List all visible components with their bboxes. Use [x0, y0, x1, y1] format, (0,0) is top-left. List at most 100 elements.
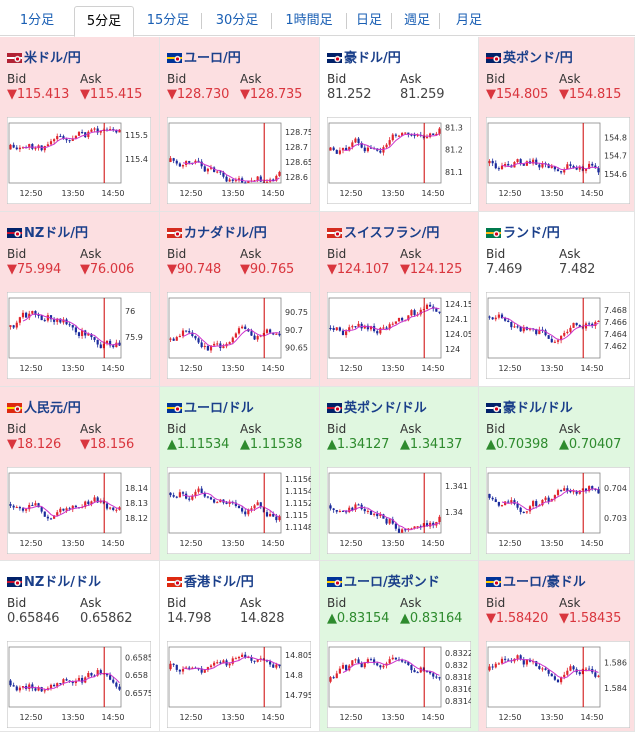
chart-container[interactable]: 90.75 90.7 90.65 12:50 13:50 14:50 — [166, 291, 312, 380]
rate-card[interactable]: ユーロ/豪ドル Bid Ask ▼1.58420 ▼1.58435 1.586 1.584 1… — [479, 561, 635, 732]
candlestick-chart[interactable]: 115.5 115.4 12:50 13:50 14:50 — [6, 116, 152, 205]
pair-title[interactable]: 英ポンド/円 — [486, 47, 573, 66]
bid-value: 14.798 — [167, 611, 211, 626]
pair-title[interactable]: 豪ドル/円 — [327, 47, 401, 66]
rate-card[interactable]: ランド/円 Bid Ask 7.469 7.482 7.468 7.466 7.464 7.46… — [479, 212, 635, 387]
rate-card[interactable]: NZドル/円 Bid Ask ▼75.994 ▼76.006 76 75.9 12:50 13:… — [0, 212, 160, 387]
candle-body — [275, 664, 278, 668]
pair-title[interactable]: 豪ドル/ドル — [486, 397, 573, 416]
candlestick-chart[interactable]: 90.75 90.7 90.65 12:50 13:50 14:50 — [166, 291, 312, 380]
pair-title[interactable]: 米ドル/円 — [7, 47, 81, 66]
candlestick-chart[interactable]: 14.805 14.8 14.795 12:50 13:50 14:50 — [166, 640, 313, 729]
candlestick-chart[interactable]: 76 75.9 12:50 13:50 14:50 — [6, 291, 152, 380]
chart-container[interactable]: 154.8 154.7 154.6 12:50 13:50 14:50 — [485, 116, 631, 205]
candlestick-chart[interactable]: 154.8 154.7 154.6 12:50 13:50 14:50 — [485, 116, 631, 205]
chart-container[interactable]: 7.468 7.466 7.464 7.462 12:50 13:50 14:50 — [485, 291, 631, 380]
tab-0[interactable]: 1分足 — [19, 13, 55, 28]
pair-title[interactable]: NZドル/円 — [7, 222, 88, 241]
candle-body — [241, 326, 244, 329]
candle-body — [388, 324, 391, 329]
chart-container[interactable]: 0.8322 0.832 0.8318 0.8316 0.8314 12:50 13:50 1… — [326, 640, 473, 729]
rate-card[interactable]: ユーロ/円 Bid Ask ▼128.730 ▼128.735 128.75 128.7 12… — [160, 37, 320, 212]
chart-container[interactable]: 1.1156 1.1154 1.1152 1.115 1.1148 12:50 13:50 1… — [166, 466, 313, 555]
chart-container[interactable]: 128.75 128.7 128.65 128.6 12:50 13:50 14:50 — [166, 116, 313, 205]
tab-3[interactable]: 30分足 — [215, 13, 259, 28]
bid-price: 128.730 — [176, 87, 230, 102]
candlestick-chart[interactable]: 81.3 81.2 81.1 12:50 13:50 14:50 — [326, 116, 472, 205]
pair-title[interactable]: ランド/円 — [486, 222, 560, 241]
rate-card[interactable]: NZドル/ドル Bid Ask 0.65846 0.65862 0.6585 0.658 0.… — [0, 561, 160, 732]
tab-5[interactable]: 日足 — [355, 13, 382, 28]
tab-separator — [201, 13, 202, 29]
chart-container[interactable]: 18.14 18.13 18.12 12:50 13:50 14:50 — [6, 466, 152, 555]
candle-body — [335, 150, 338, 154]
pair-title[interactable]: 英ポンド/ドル — [327, 397, 427, 416]
pair-title[interactable]: ユーロ/英ポンド — [327, 571, 440, 590]
candle-body — [338, 150, 341, 154]
y-tick-label: 124.15 — [445, 300, 471, 309]
rate-card[interactable]: カナダドル/円 Bid Ask ▼90.748 ▼90.765 90.75 90.7 90.6… — [160, 212, 320, 387]
candlestick-chart[interactable]: 0.6585 0.658 0.6575 12:50 13:50 14:50 — [6, 640, 153, 729]
candlestick-chart[interactable]: 128.75 128.7 128.65 128.6 12:50 13:50 14:50 — [166, 116, 313, 205]
moving-average-line — [342, 307, 440, 332]
rate-card[interactable]: 豪ドル/円 Bid Ask 81.252 81.259 81.3 81.2 81.1 12:50… — [320, 37, 479, 212]
pair-title[interactable]: NZドル/ドル — [7, 571, 101, 590]
chart-container[interactable]: 0.704 0.703 12:50 13:50 14:50 — [485, 466, 631, 555]
pair-title[interactable]: ユーロ/豪ドル — [486, 571, 586, 590]
rate-card[interactable]: 英ポンド/ドル Bid Ask ▲1.34127 ▲1.34137 1.341 1.34 12… — [320, 387, 479, 561]
tab-4[interactable]: 1時間足 — [285, 13, 333, 28]
candle-body — [31, 144, 34, 149]
ask-value: 0.65862 — [80, 611, 133, 626]
candle-body — [237, 656, 241, 659]
tab-2[interactable]: 15分足 — [146, 13, 190, 28]
pair-title[interactable]: スイスフラン/円 — [327, 222, 439, 241]
tab-6[interactable]: 週足 — [403, 13, 430, 28]
pair-title[interactable]: 香港ドル/円 — [167, 571, 254, 590]
x-tick-label: 13:50 — [381, 713, 404, 722]
tab-separator — [391, 13, 392, 29]
chart-container[interactable]: 1.586 1.584 12:50 13:50 14:50 — [485, 640, 631, 729]
candlestick-chart[interactable]: 1.341 1.34 12:50 13:50 14:50 — [326, 466, 472, 555]
x-tick-label: 13:50 — [61, 189, 84, 198]
y-tick-label: 7.468 — [604, 306, 627, 315]
candle-body — [53, 319, 56, 322]
rate-card[interactable]: 人民元/円 Bid Ask ▼18.126 ▼18.156 18.14 18.13 18.12… — [0, 387, 160, 561]
candle-body — [528, 506, 532, 512]
rate-card[interactable]: ユーロ/ドル Bid Ask ▲1.11534 ▲1.11538 1.1156 1.1154… — [160, 387, 320, 561]
rate-card[interactable]: 香港ドル/円 Bid Ask 14.798 14.828 14.805 14.8 14.795… — [160, 561, 320, 732]
pair-title[interactable]: 人民元/円 — [7, 397, 81, 416]
candlestick-chart[interactable]: 1.586 1.584 12:50 13:50 14:50 — [485, 640, 631, 729]
chart-container[interactable]: 1.341 1.34 12:50 13:50 14:50 — [326, 466, 472, 555]
tab-7[interactable]: 月足 — [455, 13, 482, 28]
candle-body — [391, 323, 394, 325]
pair-title[interactable]: ユーロ/ドル — [167, 397, 254, 416]
chart-container[interactable]: 115.5 115.4 12:50 13:50 14:50 — [6, 116, 152, 205]
rate-card[interactable]: 英ポンド/円 Bid Ask ▼154.805 ▼154.815 154.8 154.7 15… — [479, 37, 635, 212]
candlestick-chart[interactable]: 1.1156 1.1154 1.1152 1.115 1.1148 12:50 13:50 1… — [166, 466, 313, 555]
chart-container[interactable]: 124.15 124.1 124.05 124 12:50 13:50 14:50 — [326, 291, 473, 380]
candle-body — [15, 507, 18, 509]
tab-1[interactable]: 5分足 — [74, 6, 134, 37]
rate-card[interactable]: スイスフラン/円 Bid Ask ▼124.107 ▼124.125 124.15 124.… — [320, 212, 479, 387]
candlestick-chart[interactable]: 18.14 18.13 18.12 12:50 13:50 14:50 — [6, 466, 152, 555]
chart-container[interactable]: 76 75.9 12:50 13:50 14:50 — [6, 291, 152, 380]
candle-body — [394, 657, 397, 660]
candle-body — [572, 322, 575, 328]
candle-body — [197, 160, 200, 162]
candle-body — [397, 318, 401, 322]
candlestick-chart[interactable]: 124.15 124.1 124.05 124 12:50 13:50 14:50 — [326, 291, 473, 380]
candlestick-chart[interactable]: 0.704 0.703 12:50 13:50 14:50 — [485, 466, 631, 555]
candlestick-chart[interactable]: 0.8322 0.832 0.8318 0.8316 0.8314 12:50 13:50 1… — [326, 640, 473, 729]
rate-card[interactable]: 米ドル/円 Bid Ask ▼115.413 ▼115.415 115.5 115.4 12:… — [0, 37, 160, 212]
pair-title[interactable]: ユーロ/円 — [167, 47, 241, 66]
rate-card[interactable]: ユーロ/英ポンド Bid Ask ▲0.83154 ▲0.83164 0.8322 0.83… — [320, 561, 479, 732]
chart-container[interactable]: 14.805 14.8 14.795 12:50 13:50 14:50 — [166, 640, 313, 729]
chart-container[interactable]: 81.3 81.2 81.1 12:50 13:50 14:50 — [326, 116, 472, 205]
pair-name: NZドル/ドル — [24, 575, 102, 590]
rate-card[interactable]: 豪ドル/ドル Bid Ask ▲0.70398 ▲0.70407 0.704 0.703 12… — [479, 387, 635, 561]
pair-title[interactable]: カナダドル/円 — [167, 222, 267, 241]
chart-container[interactable]: 0.6585 0.658 0.6575 12:50 13:50 14:50 — [6, 640, 153, 729]
candlestick-chart[interactable]: 7.468 7.466 7.464 7.462 12:50 13:50 14:50 — [485, 291, 631, 380]
candle-body — [105, 673, 109, 676]
nz-us-flag-icon — [7, 576, 22, 587]
